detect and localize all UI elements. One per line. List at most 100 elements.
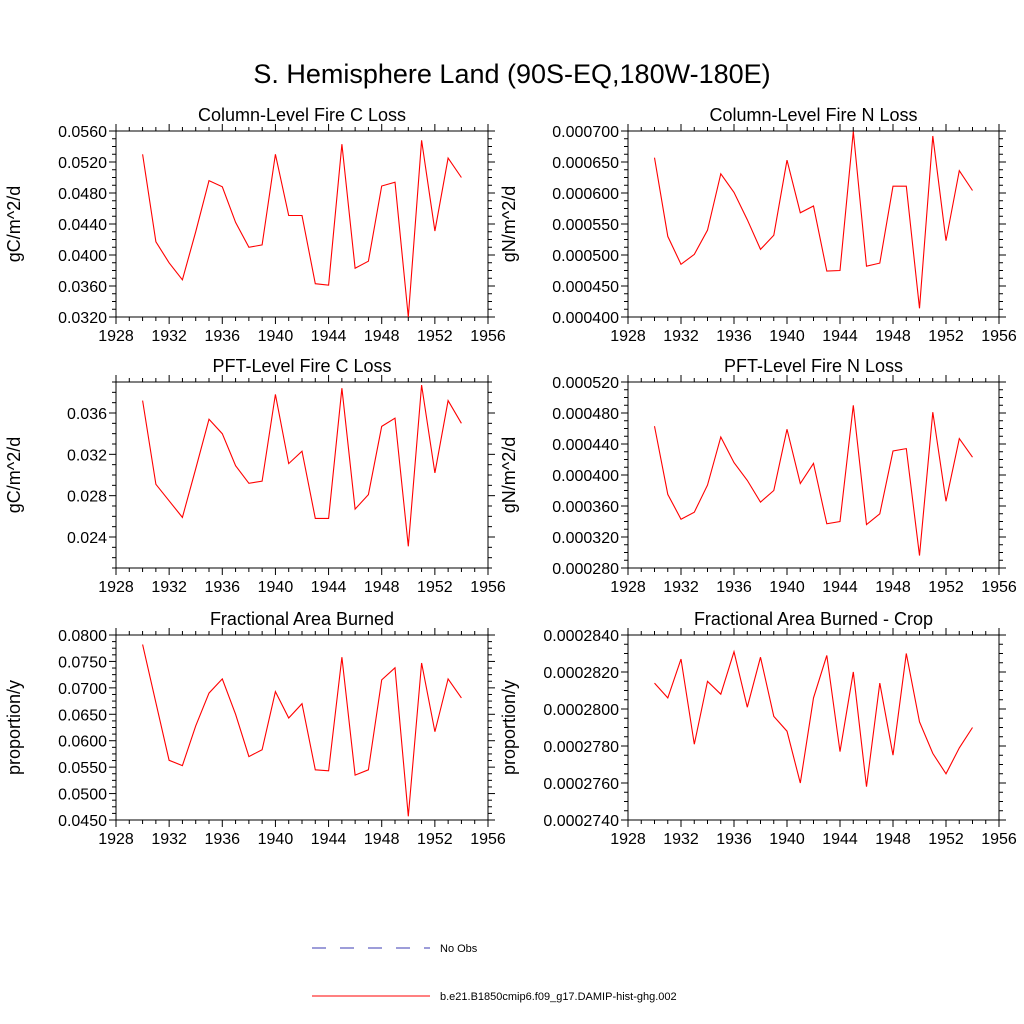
x-tick-label: 1940 [769, 328, 805, 345]
chart-panel: 1928 1932 1936 1940 1944 1948 1952 1956 0.000280… [499, 356, 1017, 596]
plot-frame [115, 634, 489, 821]
x-tick-label: 1936 [204, 328, 240, 345]
y-tick-label: 0.0520 [58, 155, 107, 172]
y-tick-label: 0.0750 [58, 654, 107, 671]
y-tick-label: 0.000320 [552, 530, 619, 547]
x-tick-label: 1944 [311, 579, 347, 596]
x-tick-label: 1952 [928, 831, 964, 848]
y-tick-label: 0.0560 [58, 124, 107, 141]
y-tick-label: 0.000450 [552, 279, 619, 296]
legend-label: b.e21.B1850cmip6.f09_g17.DAMIP-hist-ghg.… [440, 991, 677, 1003]
x-tick-label: 1928 [610, 328, 646, 345]
plot-frame [627, 634, 1000, 821]
y-tick-label: 0.000400 [552, 468, 619, 485]
chart-panel: 1928 1932 1936 1940 1944 1948 1952 1956 0.000400… [499, 105, 1017, 345]
x-tick-label: 1956 [470, 579, 506, 596]
y-tick-label: 0.0002800 [543, 702, 619, 719]
x-tick-label: 1956 [470, 831, 506, 848]
y-tick-label: 0.0600 [58, 734, 107, 751]
y-tick-label: 0.0002840 [543, 628, 619, 645]
chart-panel: 1928 1932 1936 1940 1944 1948 1952 1956 0.0320 0.… [4, 105, 506, 345]
x-tick-label: 1948 [875, 579, 911, 596]
x-tick-label: 1940 [258, 831, 294, 848]
series-line [653, 131, 973, 309]
x-tick-label: 1944 [311, 831, 347, 848]
y-tick-label: 0.000700 [552, 124, 619, 141]
x-tick-label: 1952 [417, 579, 453, 596]
x-tick-label: 1956 [470, 328, 506, 345]
x-tick-label: 1928 [610, 831, 646, 848]
y-tick-label: 0.000600 [552, 186, 619, 203]
y-tick-label: 0.0002820 [543, 665, 619, 682]
x-tick-label: 1932 [663, 831, 699, 848]
plot-frame [627, 381, 1000, 569]
x-tick-label: 1936 [716, 328, 752, 345]
panel-title: PFT-Level Fire C Loss [212, 356, 391, 376]
chart-panel: 1928 1932 1936 1940 1944 1948 1952 1956 0.024 0.0… [4, 356, 506, 596]
y-tick-label: 0.0500 [58, 787, 107, 804]
figure-title: S. Hemisphere Land (90S-EQ,180W-180E) [253, 59, 770, 89]
series-line [653, 405, 973, 556]
y-tick-label: 0.000500 [552, 248, 619, 265]
y-tick-label: 0.0360 [58, 279, 107, 296]
series-line [142, 140, 462, 318]
x-tick-label: 1936 [204, 831, 240, 848]
x-tick-label: 1956 [981, 579, 1017, 596]
x-tick-label: 1936 [204, 579, 240, 596]
x-tick-label: 1952 [417, 328, 453, 345]
x-tick-label: 1948 [364, 328, 400, 345]
y-tick-label: 0.0002780 [543, 739, 619, 756]
y-axis-label: gN/m^2/d [499, 437, 519, 513]
x-tick-label: 1956 [981, 831, 1017, 848]
panel-title: Fractional Area Burned - Crop [694, 609, 933, 629]
x-tick-label: 1952 [417, 831, 453, 848]
y-tick-label: 0.0480 [58, 186, 107, 203]
x-tick-label: 1956 [981, 328, 1017, 345]
y-tick-label: 0.0320 [58, 310, 107, 327]
y-tick-label: 0.0450 [58, 813, 107, 830]
plot-frame [115, 130, 489, 318]
x-tick-label: 1932 [663, 328, 699, 345]
y-tick-label: 0.028 [67, 489, 107, 506]
y-axis-label: gN/m^2/d [499, 186, 519, 262]
y-tick-label: 0.000650 [552, 155, 619, 172]
x-tick-label: 1932 [151, 831, 187, 848]
x-tick-label: 1940 [258, 579, 294, 596]
series-line [142, 385, 462, 547]
y-tick-label: 0.0400 [58, 248, 107, 265]
y-tick-label: 0.000400 [552, 310, 619, 327]
x-tick-label: 1940 [258, 328, 294, 345]
y-tick-label: 0.0440 [58, 217, 107, 234]
y-tick-label: 0.0550 [58, 760, 107, 777]
x-tick-label: 1948 [875, 831, 911, 848]
y-tick-label: 0.000520 [552, 375, 619, 392]
x-tick-label: 1948 [875, 328, 911, 345]
y-tick-label: 0.0002740 [543, 813, 619, 830]
series-line [142, 644, 462, 817]
x-tick-label: 1940 [769, 579, 805, 596]
chart-panels: 1928 1932 1936 1940 1944 1948 1952 1956 0.0320 0.… [4, 105, 1017, 848]
legend: No Obs b.e21.B1850cmip6.f09_g17.DAMIP-his… [312, 943, 677, 1003]
y-tick-label: 0.0700 [58, 681, 107, 698]
y-tick-label: 0.000360 [552, 499, 619, 516]
x-tick-label: 1928 [98, 831, 134, 848]
x-tick-label: 1928 [610, 579, 646, 596]
x-tick-label: 1948 [364, 579, 400, 596]
y-tick-label: 0.024 [67, 530, 107, 547]
x-tick-label: 1932 [151, 328, 187, 345]
x-tick-label: 1940 [769, 831, 805, 848]
x-tick-label: 1936 [716, 579, 752, 596]
x-tick-label: 1928 [98, 579, 134, 596]
panel-title: Fractional Area Burned [210, 609, 394, 629]
y-tick-label: 0.036 [67, 406, 107, 423]
x-tick-label: 1932 [663, 579, 699, 596]
panel-title: Column-Level Fire C Loss [198, 105, 406, 125]
chart-panel: 1928 1932 1936 1940 1944 1948 1952 1956 0.0450 0.… [4, 609, 506, 848]
x-tick-label: 1944 [822, 328, 858, 345]
x-tick-label: 1944 [311, 328, 347, 345]
x-tick-label: 1952 [928, 328, 964, 345]
y-tick-label: 0.000550 [552, 217, 619, 234]
panel-title: Column-Level Fire N Loss [709, 105, 917, 125]
y-tick-label: 0.032 [67, 447, 107, 464]
